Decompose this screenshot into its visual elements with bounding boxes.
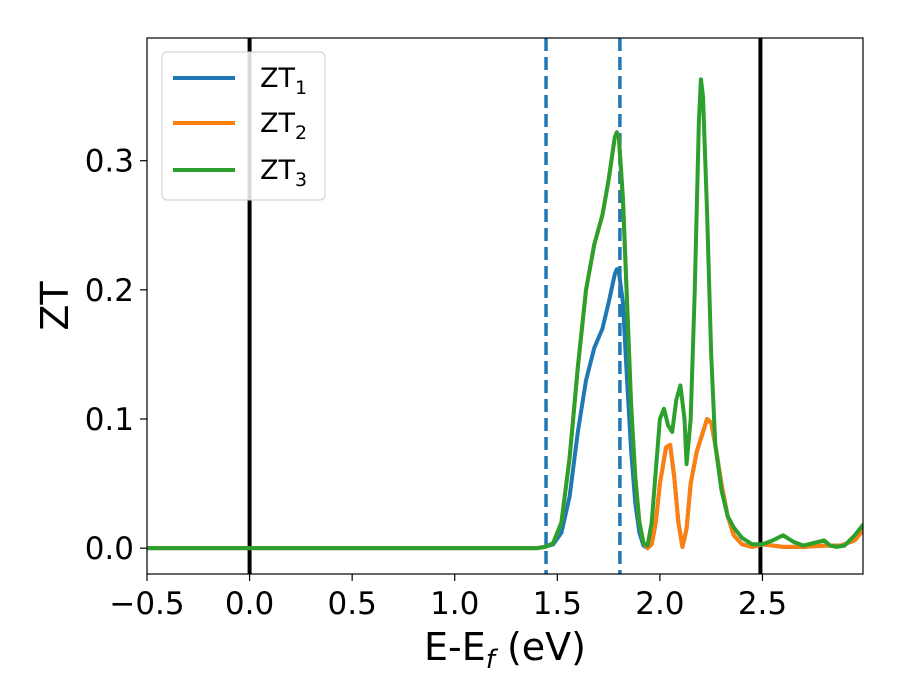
x-axis-label: E-Ef (eV) — [424, 625, 586, 675]
series-line-zt1 — [147, 267, 863, 551]
legend-label-zt3: ZT3 — [260, 155, 307, 191]
series-lines — [147, 77, 863, 551]
legend-box — [161, 51, 326, 201]
y-axis-ticks: 0.0 0.1 0.2 0.3 — [85, 144, 147, 567]
y-tick-label: 0.1 — [85, 402, 134, 438]
reference-lines — [247, 38, 763, 574]
x-tick-label: −0.5 — [109, 586, 184, 622]
x-axis-ticks: −0.5 0.0 0.5 1.0 1.5 2.0 2.5 — [109, 574, 787, 622]
legend: ZT1 ZT2 ZT3 — [161, 51, 326, 201]
y-tick-label: 0.2 — [85, 273, 134, 309]
y-tick-label: 0.0 — [85, 531, 134, 567]
x-tick-label: 1.0 — [430, 586, 479, 622]
x-tick-label: 2.0 — [635, 586, 684, 622]
x-tick-label: 2.5 — [738, 586, 787, 622]
x-tick-label: 0.5 — [328, 586, 377, 622]
plot-frame — [146, 37, 864, 575]
x-tick-label: 1.5 — [533, 586, 582, 622]
y-axis-label: ZT — [33, 281, 77, 331]
y-tick-label: 0.3 — [85, 144, 134, 180]
x-tick-label: 0.0 — [225, 586, 274, 622]
legend-label-zt1: ZT1 — [260, 63, 307, 99]
series-line-zt3 — [147, 77, 863, 551]
legend-label-zt2: ZT2 — [260, 108, 307, 144]
